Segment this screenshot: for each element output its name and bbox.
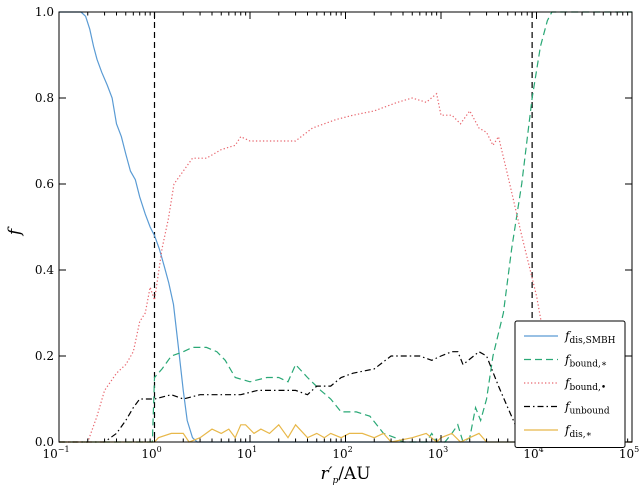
legend-entry-label: fdis,SMBH bbox=[564, 329, 616, 346]
series-line-3 bbox=[59, 92, 632, 443]
legend-entry-label: funbound bbox=[564, 400, 610, 417]
legend-entry-label: fbound,• bbox=[564, 376, 606, 393]
y-axis-label: f bbox=[5, 226, 25, 237]
legend-entry-label: fbound,∗ bbox=[564, 353, 607, 370]
series-lines bbox=[59, 11, 632, 443]
x-tick-label: 103 bbox=[428, 445, 448, 461]
x-tick-label: 101 bbox=[237, 445, 257, 461]
y-tick-label: 0.0 bbox=[35, 435, 54, 449]
series-line-4 bbox=[59, 350, 632, 443]
y-tick-label: 0.6 bbox=[35, 177, 54, 191]
y-tick-label: 0.4 bbox=[35, 263, 54, 277]
x-tick-label: 100 bbox=[141, 445, 161, 461]
y-tick-label: 1.0 bbox=[35, 5, 54, 19]
legend-entry-label: fdis,∗ bbox=[564, 423, 592, 440]
legend-box bbox=[514, 320, 626, 448]
legend: fdis,SMBH fbound,∗ fbound,• funbound fdis,∗ bbox=[514, 320, 626, 448]
reference-lines bbox=[153, 12, 533, 442]
y-tick-label: 0.8 bbox=[35, 91, 54, 105]
x-tick-label: 102 bbox=[332, 445, 352, 461]
series-line-5 bbox=[59, 423, 632, 443]
y-tick-label: 0.2 bbox=[35, 349, 54, 363]
series-line-1 bbox=[59, 11, 632, 443]
x-axis-label: r′p/AU bbox=[320, 464, 370, 486]
